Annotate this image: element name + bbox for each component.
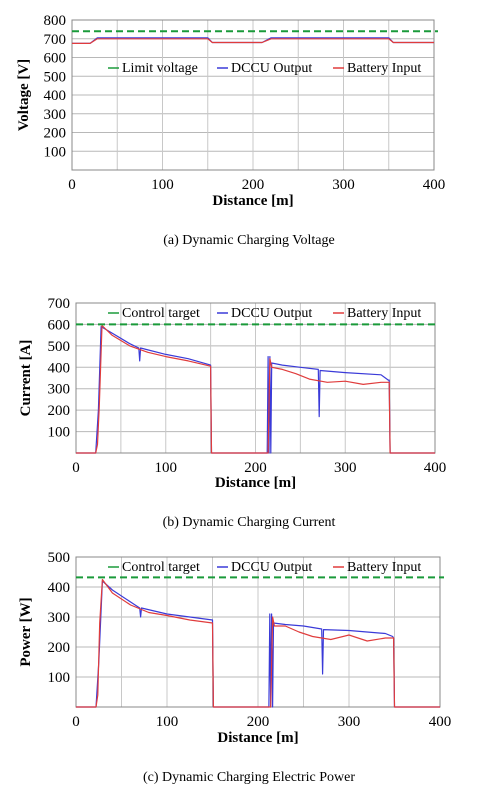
- y-axis-label: Voltage [V]: [16, 59, 32, 131]
- x-axis-label: Distance [m]: [212, 193, 293, 209]
- x-tick-label: 100: [156, 714, 179, 730]
- y-tick-label: 600: [48, 317, 71, 333]
- y-tick-label: 400: [48, 360, 71, 376]
- x-tick-label: 100: [155, 460, 178, 476]
- x-tick-label: 0: [72, 460, 80, 476]
- series-line-battery-input: [72, 38, 434, 45]
- legend: Limit voltage DCCU Output Battery Input: [108, 61, 421, 76]
- y-tick-label: 100: [48, 670, 71, 686]
- y-tick-label: 400: [48, 580, 71, 596]
- legend: Control target DCCU Output Battery Input: [108, 560, 421, 575]
- legend-label-dccu-output: DCCU Output: [231, 560, 312, 575]
- legend-label-battery-input: Battery Input: [347, 61, 421, 76]
- x-axis-label: Distance [m]: [217, 730, 298, 746]
- y-tick-label: 300: [48, 382, 71, 398]
- series-line-battery-input: [76, 578, 440, 708]
- x-tick-label: 200: [244, 460, 267, 476]
- x-tick-label: 200: [242, 177, 265, 193]
- x-tick-label: 200: [247, 714, 270, 730]
- legend: Control target DCCU Output Battery Input: [108, 306, 421, 321]
- chart-voltage: 100 200 300 400 500 600 700 800 0 100 200 300 400 Dis…: [16, 13, 445, 248]
- x-tick-label: 0: [72, 714, 80, 730]
- series-line-dccu-output: [76, 326, 435, 454]
- x-tick-label: 300: [338, 714, 361, 730]
- chart-caption: (a) Dynamic Charging Voltage: [163, 233, 334, 248]
- y-tick-label: 500: [44, 69, 67, 85]
- y-tick-label: 300: [44, 107, 67, 123]
- legend-label-dccu-output: DCCU Output: [231, 306, 312, 321]
- y-tick-label: 500: [48, 339, 71, 355]
- chart-current: 100 200 300 400 500 600 700 0 100 200 300 400 Distan…: [18, 296, 446, 530]
- chart-caption: (c) Dynamic Charging Electric Power: [143, 770, 355, 785]
- x-tick-label: 300: [332, 177, 355, 193]
- y-tick-label: 200: [48, 403, 71, 419]
- y-tick-label: 200: [48, 640, 71, 656]
- x-tick-label: 0: [68, 177, 76, 193]
- legend-label-dccu-output: DCCU Output: [231, 61, 312, 76]
- x-axis-label: Distance [m]: [215, 475, 296, 491]
- x-tick-label: 400: [429, 714, 452, 730]
- y-tick-label: 200: [44, 126, 67, 142]
- x-tick-label: 300: [334, 460, 357, 476]
- legend-label-battery-input: Battery Input: [347, 306, 421, 321]
- y-axis-label: Current [A]: [18, 340, 34, 417]
- y-tick-label: 300: [48, 610, 71, 626]
- legend-label-battery-input: Battery Input: [347, 560, 421, 575]
- y-tick-label: 100: [48, 425, 71, 441]
- y-tick-label: 400: [44, 88, 67, 104]
- chart-power: 100 200 300 400 500 0 100 200 300 400 Distance [m]…: [18, 550, 451, 785]
- y-tick-label: 100: [44, 144, 67, 160]
- legend-label-reference: Control target: [122, 560, 200, 575]
- y-tick-label: 800: [44, 13, 67, 29]
- chart-caption: (b) Dynamic Charging Current: [163, 515, 336, 530]
- y-tick-label: 600: [44, 51, 67, 67]
- x-tick-label: 100: [151, 177, 174, 193]
- plot-frame: [71, 19, 435, 171]
- x-tick-label: 400: [424, 460, 447, 476]
- y-axis-label: Power [W]: [18, 597, 34, 666]
- legend-label-reference: Limit voltage: [122, 61, 198, 76]
- x-tick-label: 400: [423, 177, 446, 193]
- y-tick-label: 700: [48, 296, 71, 312]
- legend-label-reference: Control target: [122, 306, 200, 321]
- series-line-battery-input: [76, 324, 435, 454]
- series-line-dccu-output: [76, 580, 440, 708]
- y-tick-label: 500: [48, 550, 71, 566]
- y-tick-label: 700: [44, 32, 67, 48]
